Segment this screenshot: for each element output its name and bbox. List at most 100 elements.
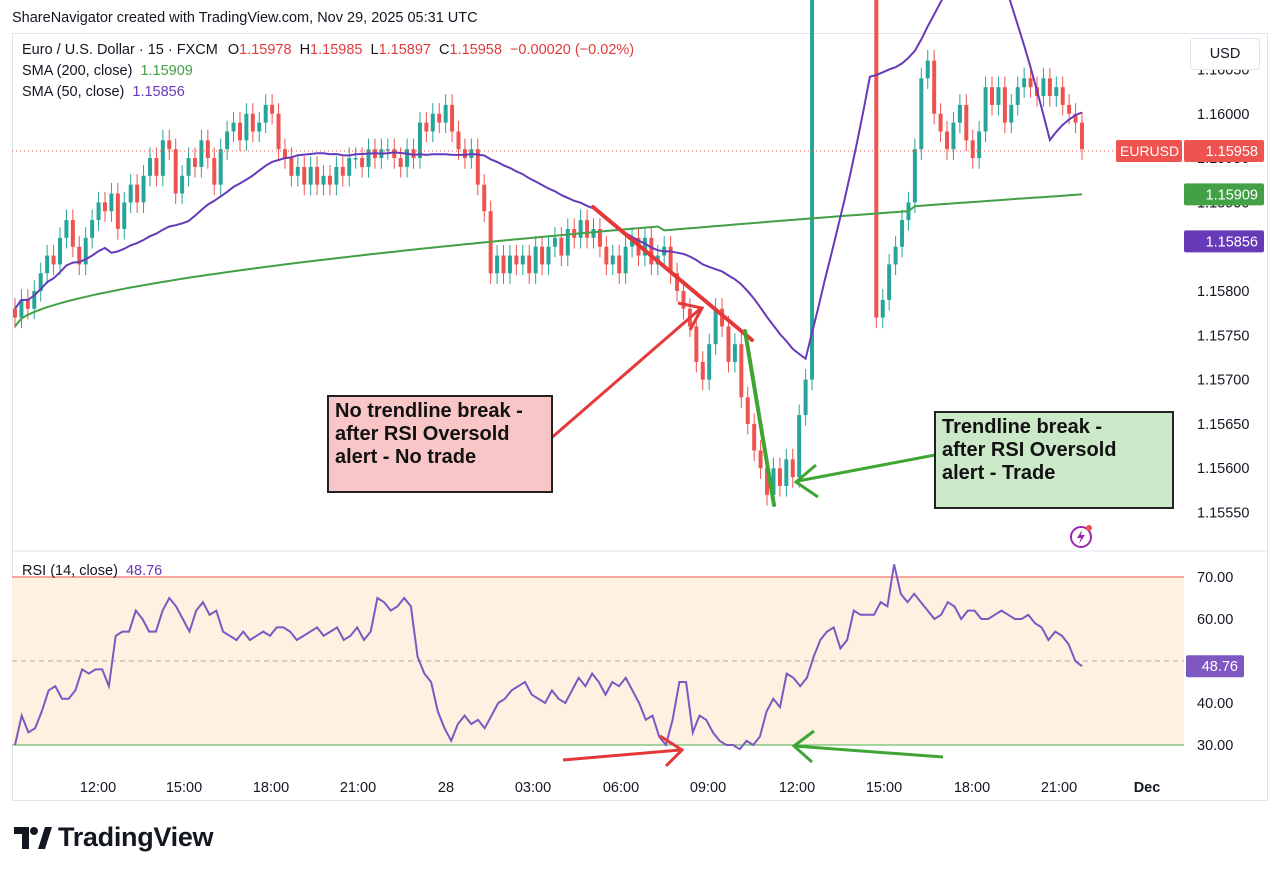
candle-body xyxy=(495,255,500,274)
candle-body xyxy=(726,326,731,362)
candle-body xyxy=(977,131,982,159)
high-label: H xyxy=(299,42,311,58)
candle-body xyxy=(501,255,506,274)
green-arrow-head xyxy=(793,463,819,499)
candle-body xyxy=(1047,78,1052,97)
candle-body xyxy=(385,149,390,151)
candle-body xyxy=(771,468,776,495)
candle-body xyxy=(1009,104,1014,123)
tradingview-logo-icon xyxy=(14,826,52,849)
candle-body xyxy=(199,140,204,167)
candle-body xyxy=(1028,78,1033,88)
tradingview-logo-text: TradingView xyxy=(58,822,214,852)
candle-body xyxy=(424,122,429,132)
sma50-legend: SMA (50, close) 1.15856 xyxy=(22,84,185,100)
candle-body xyxy=(475,149,480,185)
candle-body xyxy=(244,113,249,141)
candle-body xyxy=(96,202,101,221)
candle-body xyxy=(77,246,82,265)
candle-body xyxy=(186,158,191,176)
annotation-trade-line-3: alert - Trade xyxy=(942,462,1056,484)
eurusd-tag-bg xyxy=(1116,139,1182,162)
candle-body xyxy=(25,299,30,309)
green-trendline xyxy=(743,329,776,507)
candle-body xyxy=(565,228,570,256)
candle-body xyxy=(128,184,133,203)
currency-button[interactable]: USD xyxy=(1190,38,1260,70)
annotation-no-trade-line-2: after RSI Oversold xyxy=(335,423,510,445)
candle-body xyxy=(289,158,294,176)
sma50-price-tag: 1.15856 xyxy=(1206,234,1258,250)
candle-body xyxy=(392,149,397,159)
candle-body xyxy=(173,149,178,194)
candle-body xyxy=(102,202,107,212)
candle-body xyxy=(578,220,583,238)
high-value: 1.15985 xyxy=(310,42,363,58)
time-tick-label-7: 09:00 xyxy=(690,780,726,796)
rsi-green-arrow-shaft xyxy=(793,744,944,759)
candle-body xyxy=(308,166,313,185)
open-value: 1.15978 xyxy=(239,42,292,58)
rsi-label: RSI (14, close) xyxy=(22,563,118,579)
candle-body xyxy=(546,246,551,265)
candle-body xyxy=(880,299,885,318)
annotation-trade-line-1: Trendline break - xyxy=(942,416,1103,438)
candle-body xyxy=(1067,104,1072,114)
candle-body xyxy=(154,158,159,176)
candle-body xyxy=(649,237,654,265)
candle-body xyxy=(160,140,165,176)
candle-body xyxy=(141,175,146,203)
candle-body xyxy=(302,166,307,185)
sma200-label: SMA (200, close) xyxy=(22,63,133,79)
sma200-value: 1.15909 xyxy=(140,63,193,79)
candle-body xyxy=(122,202,127,229)
candle-body xyxy=(681,291,686,309)
candle-body xyxy=(720,308,725,327)
candle-body xyxy=(732,344,737,362)
rsi-tick-label-0: 70.00 xyxy=(1197,570,1233,586)
sma200-price-tag-bg xyxy=(1184,183,1264,206)
candle-body xyxy=(237,122,242,141)
candle-body xyxy=(295,166,300,176)
candle-body xyxy=(623,246,628,274)
time-tick-label-3: 21:00 xyxy=(340,780,376,796)
candle-body xyxy=(559,237,564,256)
red-arrow-head xyxy=(677,301,705,331)
low-value: 1.15897 xyxy=(378,42,431,58)
sma50-line xyxy=(14,0,1083,361)
candle-body xyxy=(115,193,120,229)
price-tick-label-5: 1.15800 xyxy=(1197,284,1249,300)
time-tick-label-5: 03:00 xyxy=(515,780,551,796)
rsi-legend: RSI (14, close) 48.76 xyxy=(22,563,162,579)
candle-body xyxy=(347,158,352,176)
candle-body xyxy=(263,104,268,123)
candle-body xyxy=(353,158,358,160)
candle-body xyxy=(610,255,615,265)
candle-body xyxy=(765,468,770,495)
time-tick-label-10: 18:00 xyxy=(954,780,990,796)
candle-body xyxy=(990,87,995,105)
candle-body xyxy=(996,87,1001,105)
rsi-red-arrow-shaft xyxy=(562,748,681,762)
candle-body xyxy=(552,237,557,247)
candle-body xyxy=(585,220,590,238)
candle-body xyxy=(758,450,763,469)
last-price-tag-bg xyxy=(1184,139,1264,162)
low-label: L xyxy=(370,42,379,58)
candle-body xyxy=(533,246,538,274)
rsi-tick-label-2: 40.00 xyxy=(1197,696,1233,712)
candle-body xyxy=(13,308,17,318)
annotation-no-trade-line-3: alert - No trade xyxy=(335,446,477,468)
price-tick-label-6: 1.15750 xyxy=(1197,328,1249,344)
candle-body xyxy=(411,149,416,159)
candle-body xyxy=(90,220,95,238)
tradingview-logo: TradingView xyxy=(14,822,214,853)
open-label: O xyxy=(227,42,240,58)
candle-body xyxy=(282,149,287,159)
candle-body xyxy=(1022,78,1027,88)
flash-icon[interactable] xyxy=(1068,522,1096,550)
time-tick-label-0: 12:00 xyxy=(80,780,116,796)
rsi-red-arrow-head xyxy=(659,734,685,768)
sma50-price-tag-bg xyxy=(1184,230,1264,253)
